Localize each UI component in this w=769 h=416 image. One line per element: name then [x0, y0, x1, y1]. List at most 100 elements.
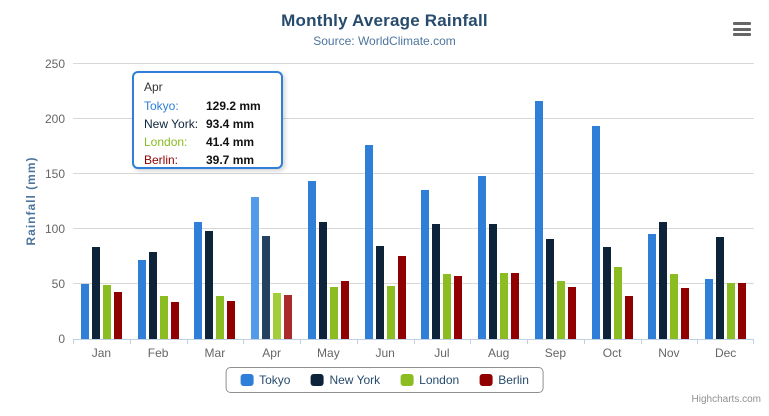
bar-group-dec [697, 64, 754, 339]
bar-group-may [300, 64, 357, 339]
bar-group-jul [414, 64, 471, 339]
x-axis-tick [186, 339, 188, 344]
bar-new-york-dec[interactable] [716, 237, 725, 339]
credits-link[interactable]: Highcharts.com [691, 394, 761, 405]
bar-berlin-jul[interactable] [454, 275, 463, 339]
bar-new-york-sep[interactable] [545, 238, 554, 339]
bar-berlin-feb[interactable] [170, 302, 179, 339]
bar-new-york-jul[interactable] [432, 223, 441, 339]
x-axis-label-nov: Nov [658, 346, 680, 360]
bar-london-may[interactable] [329, 287, 338, 339]
bar-london-feb[interactable] [159, 296, 168, 339]
x-axis-tick [583, 339, 585, 344]
x-axis-tick [697, 339, 699, 344]
bar-tokyo-apr[interactable] [251, 196, 260, 339]
tooltip-category: Apr [144, 80, 163, 94]
gridline [73, 173, 754, 174]
x-axis-label-jan: Jan [91, 346, 112, 360]
tooltip: Apr Tokyo: 129.2 mm New York: 93.4 mm London… [132, 71, 283, 169]
bar-new-york-mar[interactable] [205, 230, 214, 339]
legend-label: Tokyo [259, 373, 291, 387]
bar-berlin-apr[interactable] [284, 295, 293, 339]
bar-tokyo-dec[interactable] [705, 279, 714, 339]
tooltip-series-value: 129.2 mm [206, 99, 261, 113]
gridline [73, 283, 754, 284]
bar-london-dec[interactable] [727, 282, 736, 339]
x-axis-tick [356, 339, 358, 344]
tooltip-series-value: 39.7 mm [206, 153, 255, 167]
bar-new-york-apr[interactable] [262, 236, 271, 339]
bar-london-jul[interactable] [443, 274, 452, 339]
bar-london-nov[interactable] [670, 273, 679, 339]
bar-tokyo-jun[interactable] [364, 145, 373, 339]
bar-london-jan[interactable] [102, 285, 111, 339]
legend-item-new-york[interactable]: New York [310, 373, 380, 387]
tooltip-row: New York: 93.4 mm [144, 117, 271, 131]
bar-tokyo-aug[interactable] [478, 175, 487, 339]
legend-label: London [419, 373, 460, 387]
chart-title: Monthly Average Rainfall [281, 11, 488, 30]
x-axis-label-aug: Aug [487, 346, 510, 360]
legend-label: Berlin [498, 373, 529, 387]
legend-item-london[interactable]: London [400, 373, 459, 387]
bar-berlin-oct[interactable] [624, 296, 633, 339]
bar-london-aug[interactable] [500, 273, 509, 339]
bar-group-jun [357, 64, 414, 339]
bar-tokyo-feb[interactable] [137, 260, 146, 339]
bar-new-york-oct[interactable] [602, 247, 611, 339]
x-axis-label-dec: Dec [714, 346, 737, 360]
x-axis-tick [243, 339, 245, 344]
bar-tokyo-sep[interactable] [534, 100, 543, 339]
x-axis-tick [527, 339, 528, 344]
tooltip-series-value: 93.4 mm [206, 117, 255, 131]
legend-item-tokyo[interactable]: Tokyo [240, 373, 290, 387]
bar-group-jan [73, 64, 130, 339]
bar-berlin-may[interactable] [340, 281, 349, 339]
export-menu-button[interactable] [733, 22, 751, 39]
bar-london-mar[interactable] [216, 295, 225, 339]
bar-london-oct[interactable] [613, 267, 622, 339]
bar-group-feb [130, 64, 187, 339]
bar-berlin-sep[interactable] [567, 286, 576, 339]
legend-item-berlin[interactable]: Berlin [479, 373, 529, 387]
bar-berlin-jan[interactable] [113, 292, 122, 339]
x-axis-tick [413, 339, 415, 344]
bar-new-york-jan[interactable] [91, 247, 100, 339]
bar-new-york-nov[interactable] [659, 221, 668, 339]
bar-berlin-nov[interactable] [681, 287, 690, 339]
bar-berlin-dec[interactable] [738, 282, 747, 339]
legend: Tokyo New York London Berlin [225, 367, 544, 393]
bar-tokyo-may[interactable] [307, 180, 316, 339]
bar-group-mar [187, 64, 244, 339]
bar-berlin-jun[interactable] [397, 255, 406, 339]
bar-group-nov [641, 64, 698, 339]
gridline [73, 118, 754, 119]
bar-new-york-aug[interactable] [489, 224, 498, 339]
x-axis-label-feb: Feb [147, 346, 169, 360]
bar-london-jun[interactable] [386, 285, 395, 339]
x-axis-label-apr: Apr [262, 346, 281, 360]
bar-group-apr [243, 64, 300, 339]
bar-new-york-jun[interactable] [375, 246, 384, 339]
bar-london-apr[interactable] [273, 293, 282, 339]
bar-berlin-aug[interactable] [511, 272, 520, 339]
bar-tokyo-oct[interactable] [591, 125, 600, 339]
bar-new-york-feb[interactable] [148, 252, 157, 339]
tooltip-row: Berlin: 39.7 mm [144, 153, 271, 167]
bar-london-sep[interactable] [556, 281, 565, 339]
y-axis-tick-label: 150 [44, 167, 65, 181]
tooltip-series-name: London: [144, 135, 188, 149]
bar-berlin-mar[interactable] [227, 301, 236, 339]
y-axis-tick-label: 250 [44, 57, 65, 71]
tooltip-row: Tokyo: 129.2 mm [144, 99, 271, 113]
bar-tokyo-jul[interactable] [421, 189, 430, 339]
bar-group-sep [527, 64, 584, 339]
x-axis-tick [300, 339, 301, 344]
bar-tokyo-jan[interactable] [80, 284, 89, 339]
bar-tokyo-mar[interactable] [194, 221, 203, 339]
legend-swatch-icon [400, 374, 414, 386]
hamburger-icon [733, 33, 751, 36]
bar-new-york-may[interactable] [318, 222, 327, 339]
bar-tokyo-nov[interactable] [648, 233, 657, 339]
